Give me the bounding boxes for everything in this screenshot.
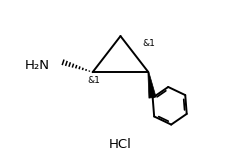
Text: &1: &1	[87, 76, 100, 85]
Polygon shape	[148, 72, 156, 98]
Text: HCl: HCl	[109, 138, 132, 151]
Text: H₂N: H₂N	[25, 59, 50, 72]
Text: &1: &1	[143, 39, 155, 48]
